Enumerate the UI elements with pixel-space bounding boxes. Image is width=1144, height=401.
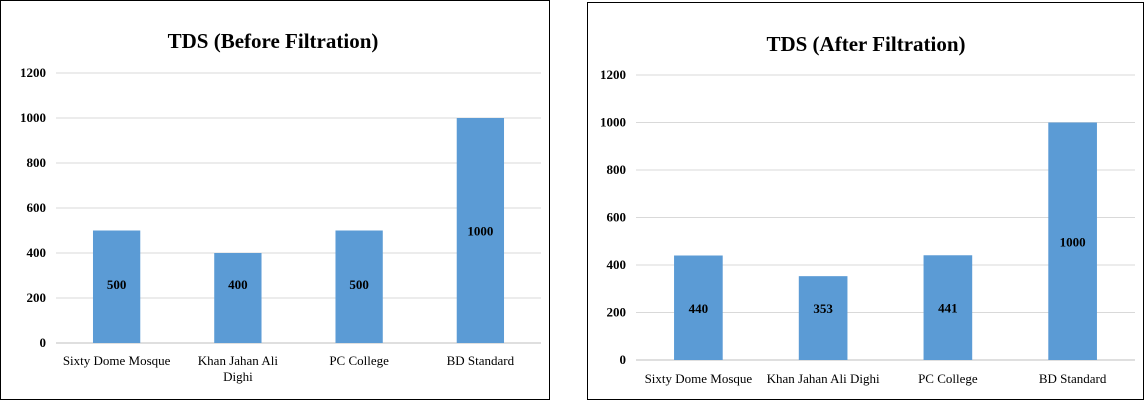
category-label: BD Standard <box>447 353 515 368</box>
y-tick-label: 1200 <box>20 65 46 80</box>
bar <box>456 118 505 343</box>
bar <box>92 230 141 343</box>
bar <box>923 255 973 360</box>
category-label: PC College <box>329 353 389 368</box>
y-tick-label: 600 <box>27 200 47 215</box>
y-tick-label: 200 <box>27 290 47 305</box>
category-label: Khan Jahan Ali Dighi <box>198 353 279 384</box>
y-tick-label: 600 <box>607 210 627 225</box>
category-label: PC College <box>918 371 978 386</box>
chart-title: TDS (After Filtration) <box>766 32 965 56</box>
bar <box>798 276 848 360</box>
data-label: 440 <box>689 301 709 316</box>
chart-panel-before-filtration: TDS (Before Filtration) 0 200 400 600 800 1000… <box>0 0 550 400</box>
y-tick-label: 400 <box>607 257 627 272</box>
chart-panel-after-filtration: TDS (After Filtration) 0 200 400 600 800 1000 1… <box>587 2 1144 400</box>
bar <box>335 230 383 343</box>
data-label: 353 <box>813 301 833 316</box>
data-label: 1000 <box>1060 234 1086 249</box>
category-label: Sixty Dome Mosque <box>63 353 171 368</box>
category-label: BD Standard <box>1039 371 1107 386</box>
data-label: 400 <box>228 277 248 292</box>
data-label: 500 <box>107 277 127 292</box>
data-label: 500 <box>349 277 369 292</box>
y-tick-label: 0 <box>620 352 627 367</box>
y-tick-label: 400 <box>27 245 47 260</box>
chart-title: TDS (Before Filtration) <box>168 29 379 53</box>
data-label: 441 <box>938 301 958 316</box>
y-tick-label: 1000 <box>600 115 626 130</box>
category-label: Sixty Dome Mosque <box>645 371 753 386</box>
bar <box>1048 122 1097 360</box>
category-label: Khan Jahan Ali Dighi <box>767 371 880 386</box>
y-tick-label: 0 <box>40 335 47 350</box>
bar <box>674 255 723 360</box>
y-tick-label: 800 <box>607 162 627 177</box>
chart-before-filtration: TDS (Before Filtration) 0 200 400 600 800 1000… <box>20 29 541 384</box>
y-tick-label: 1200 <box>600 67 626 82</box>
y-tick-label: 200 <box>607 305 627 320</box>
y-tick-label: 1000 <box>20 110 46 125</box>
bar <box>214 253 262 343</box>
y-tick-label: 800 <box>27 155 47 170</box>
chart-after-filtration: TDS (After Filtration) 0 200 400 600 800 1000 1… <box>600 32 1135 386</box>
data-label: 1000 <box>467 224 493 239</box>
